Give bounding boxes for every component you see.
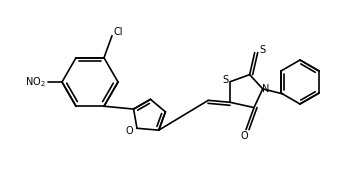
- Text: N: N: [262, 84, 269, 94]
- Text: S: S: [260, 45, 266, 55]
- Text: NO$_2$: NO$_2$: [25, 75, 46, 89]
- Text: S: S: [222, 75, 228, 85]
- Text: O: O: [240, 131, 248, 141]
- Text: Cl: Cl: [114, 27, 124, 37]
- Text: O: O: [125, 126, 133, 136]
